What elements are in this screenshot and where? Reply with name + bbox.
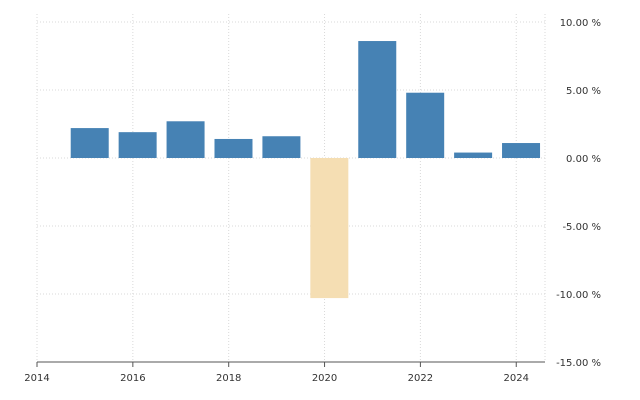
bar-2024 (502, 143, 541, 158)
bar-2018 (214, 138, 253, 158)
bar-2021 (358, 41, 397, 158)
axes: 10.00 % 5.00 % 0.00 % -5.00 % -10.00 % -15.00… (24, 18, 601, 384)
x-tick-label: 2014 (24, 373, 49, 384)
y-tick-label: -10.00 % (556, 290, 601, 301)
y-tick-label: 10.00 % (560, 18, 601, 29)
x-tick-label: 2020 (312, 373, 337, 384)
y-tick-label: -15.00 % (556, 358, 601, 369)
y-tick-label: 0.00 % (566, 154, 601, 165)
x-tick-label: 2024 (504, 373, 529, 384)
x-tick-label: 2018 (216, 373, 241, 384)
x-tick-label: 2022 (408, 373, 433, 384)
bar-2017 (166, 121, 205, 158)
bar-2022 (406, 92, 445, 158)
y-tick-label: -5.00 % (562, 222, 601, 233)
x-tick-label: 2016 (120, 373, 145, 384)
bar-2023 (454, 152, 493, 158)
bar-2019 (262, 136, 301, 158)
grid-lines (36, 14, 546, 363)
bar-2020 (310, 158, 349, 299)
y-tick-label: 5.00 % (566, 86, 601, 97)
bar-2016 (118, 132, 157, 158)
bars (70, 41, 541, 299)
bar-2015 (70, 128, 109, 158)
